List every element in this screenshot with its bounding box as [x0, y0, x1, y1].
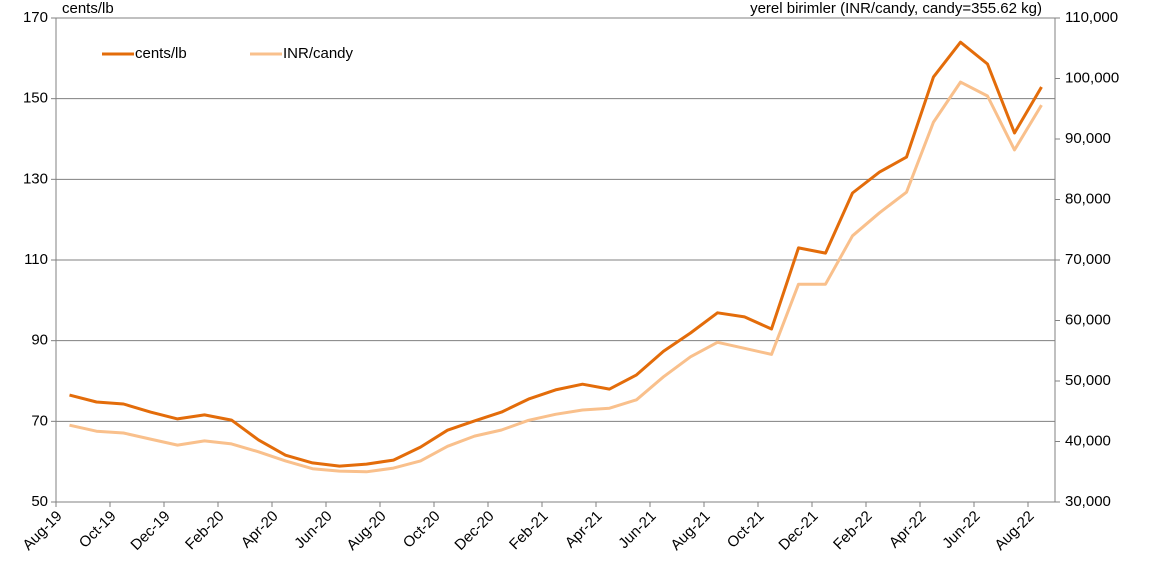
y2-tick-label: 110,000 [1065, 9, 1118, 26]
legend-label: cents/lb [135, 45, 187, 62]
y2-axis-label: yerel birimler (INR/candy, candy=355.62 … [750, 0, 1042, 17]
y2-tick-label: 100,000 [1065, 69, 1119, 86]
y2-tick-label: 90,000 [1065, 130, 1111, 147]
x-tick-label: Dec-21 [775, 508, 821, 554]
x-tick-label: Aug-22 [991, 508, 1037, 554]
x-tick-label: Aug-20 [343, 508, 389, 554]
y2-tick-label: 50,000 [1065, 372, 1111, 389]
series-line [69, 80, 1043, 474]
x-tick-label: Dec-19 [127, 508, 173, 554]
y-tick-label: 110 [24, 251, 48, 268]
x-tick-label: Jun-21 [615, 508, 659, 552]
y2-tick-label: 70,000 [1065, 251, 1111, 268]
x-tick-label: Aug-21 [667, 508, 713, 554]
y2-tick-label: 60,000 [1065, 311, 1111, 328]
series-line [69, 40, 1043, 468]
x-tick-label: Oct-21 [724, 508, 768, 552]
y2-tick-label: 40,000 [1065, 432, 1111, 449]
x-tick-label: Apr-20 [238, 508, 282, 552]
y-tick-label: 70 [31, 412, 48, 429]
x-tick-label: Oct-19 [76, 508, 120, 552]
x-tick-label: Apr-22 [886, 508, 930, 552]
x-tick-label: Dec-20 [451, 508, 497, 554]
y-tick-label: 170 [23, 9, 48, 26]
x-tick-label: Apr-21 [562, 508, 606, 552]
x-tick-label: Feb-20 [182, 508, 228, 554]
y-tick-label: 50 [31, 493, 48, 510]
y-tick-label: 90 [31, 332, 48, 349]
x-tick-label: Feb-22 [830, 508, 876, 554]
x-tick-label: Jun-20 [291, 508, 335, 552]
y-tick-label: 130 [23, 170, 48, 187]
x-tick-label: Aug-19 [19, 508, 65, 554]
y-axis-label: cents/lb [62, 0, 114, 17]
y-tick-label: 150 [23, 90, 48, 107]
legend-label: INR/candy [283, 45, 354, 62]
y2-tick-label: 30,000 [1065, 493, 1111, 510]
y2-tick-label: 80,000 [1065, 190, 1111, 207]
x-tick-label: Jun-22 [939, 508, 983, 552]
x-tick-label: Oct-20 [400, 508, 444, 552]
x-tick-label: Feb-21 [506, 508, 552, 554]
